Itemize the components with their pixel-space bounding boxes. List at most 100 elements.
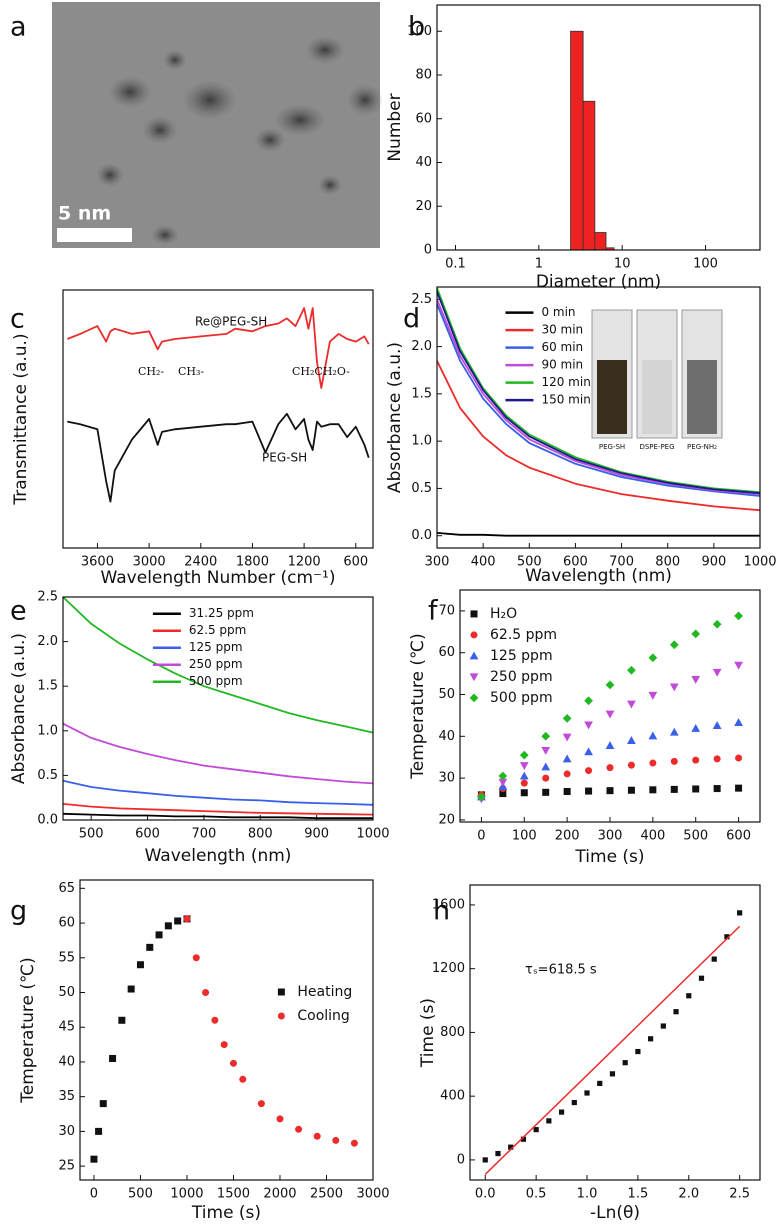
annotation: CH₂CH₂O- [292,365,350,378]
marker [546,1118,552,1124]
x-axis-label: Diameter (nm) [536,272,661,292]
y-tick-label: 50 [58,985,75,1000]
x-tick-label: 500 [128,1187,153,1202]
y-tick-label: 25 [58,1159,75,1174]
marker [713,785,721,793]
marker [541,747,551,755]
y-tick-label: 800 [440,1025,465,1040]
marker [519,750,529,760]
marker [670,785,678,793]
line-series [66,307,370,389]
marker [519,771,529,780]
y-tick-label: 35 [58,1089,75,1104]
marker [295,1125,303,1133]
x-tick-label: 100 [693,257,718,272]
legend-label: 125 ppm [189,640,243,654]
y-tick-label: 70 [438,603,455,618]
marker [192,954,200,962]
marker [605,741,615,750]
marker [648,1036,654,1042]
scale-bar-label: 5 nm [58,203,111,225]
marker [724,934,730,940]
y-tick-label: 65 [58,881,75,896]
marker [541,731,551,741]
marker [691,675,701,684]
legend-marker [277,1012,285,1020]
marker [648,653,658,663]
marker [220,1041,228,1049]
panel-label: a [10,12,27,43]
marker [635,1048,641,1055]
x-tick-label: 2400 [184,555,217,570]
x-tick-label: 1800 [236,555,269,570]
marker [670,757,678,765]
marker [627,700,636,709]
marker [239,1075,247,1083]
marker [313,1132,321,1140]
cuvette-liquid [597,360,627,434]
marker [495,1150,501,1157]
marker [734,611,743,621]
marker [562,713,572,723]
x-tick-label: 600 [563,555,588,570]
x-tick-label: 3000 [356,1187,389,1202]
legend-marker [469,693,479,703]
plot-frame [62,289,374,549]
marker [257,1100,265,1108]
marker [735,784,743,792]
marker [118,1016,126,1024]
marker [533,1127,539,1133]
marker [155,931,163,939]
y-tick-label: 60 [415,111,432,126]
y-axis-label: Transmittance (a.u.) [11,333,31,505]
inset-label: PEG-SH [599,443,625,451]
marker [99,1100,107,1108]
marker [627,736,636,744]
plot-frame [469,884,761,1181]
marker [673,1009,679,1015]
marker [713,755,721,763]
y-tick-label: 2.5 [411,292,432,307]
x-tick-label: 0.5 [526,1187,547,1202]
marker [735,754,743,762]
marker [648,731,658,740]
x-tick-label: 2.0 [678,1187,699,1202]
x-tick-label: 300 [425,555,450,570]
marker [669,640,679,650]
x-tick-label: 0.1 [445,257,466,272]
marker [692,756,700,764]
legend-label: 150 min [541,393,590,407]
y-axis-label: Time (s) [418,998,438,1068]
legend-marker [469,673,479,682]
marker [669,683,679,692]
panel-label: d [403,304,420,335]
marker [649,759,657,767]
y-tick-label: 40 [438,729,455,744]
marker [350,1139,358,1147]
x-tick-label: 0 [477,829,485,844]
x-tick-label: 1000 [356,827,389,842]
inset-label: DSPE-PEG [639,443,674,451]
y-tick-label: 80 [415,68,432,83]
line-series [436,291,761,495]
legend-label: 62.5 ppm [189,623,246,637]
legend-label: 125 ppm [490,648,553,664]
marker [734,661,743,670]
x-tick-label: 1.0 [577,1187,598,1202]
marker [584,696,593,706]
x-tick-label: 1000 [743,555,776,570]
marker [229,1059,237,1067]
y-tick-label: 100 [407,24,432,39]
marker [571,1099,577,1106]
marker [712,668,722,677]
marker [584,747,593,756]
legend-label: Heating [297,984,352,1000]
x-tick-label: 1500 [217,1187,250,1202]
marker [627,761,635,769]
legend-label: Cooling [297,1008,349,1024]
x-tick-label: 600 [726,829,751,844]
x-tick-label: 900 [304,827,329,842]
legend-label: 250 ppm [189,657,243,671]
marker [164,922,172,930]
y-tick-label: 0.5 [37,768,58,783]
